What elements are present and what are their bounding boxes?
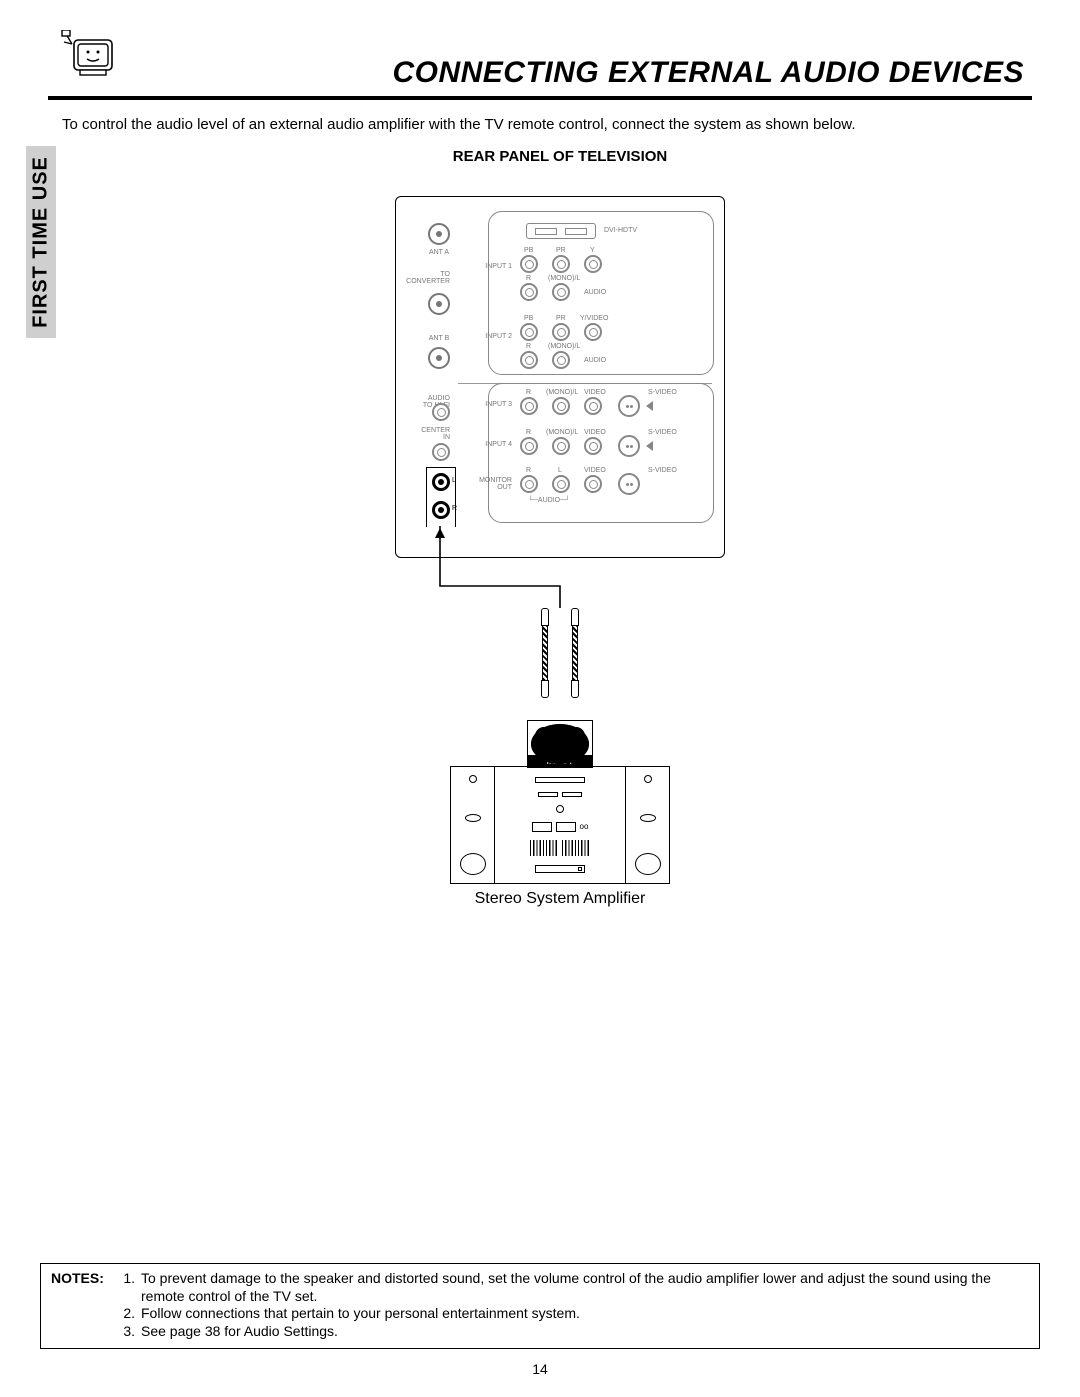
ant-b-label: ANT B xyxy=(424,335,454,342)
hifi-l-jack xyxy=(432,473,450,491)
notes-list: 1.To prevent damage to the speaker and d… xyxy=(119,1270,1029,1340)
in2-y xyxy=(584,323,602,341)
mon-l xyxy=(552,475,570,493)
in1-pb xyxy=(520,255,538,273)
in3-r xyxy=(520,397,538,415)
in4-svideo xyxy=(618,435,640,457)
in2-pr xyxy=(552,323,570,341)
note-item: 3.See page 38 for Audio Settings. xyxy=(119,1323,1029,1341)
lbl-audio2: AUDIO xyxy=(584,357,606,364)
lbl-v3: VIDEO xyxy=(584,389,606,396)
lbl-lm: L xyxy=(558,467,562,474)
lbl-audio1: AUDIO xyxy=(584,289,606,296)
hifi-r-jack xyxy=(432,501,450,519)
rear-panel-label: REAR PANEL OF TELEVISION xyxy=(453,148,667,165)
in2-audio-r xyxy=(520,351,538,369)
note-item: 1.To prevent damage to the speaker and d… xyxy=(119,1270,1029,1305)
lbl-r1: R xyxy=(526,275,531,282)
rca-cable-r xyxy=(568,608,582,698)
notes-label: NOTES: xyxy=(51,1270,119,1340)
lbl-yv2: Y/VIDEO xyxy=(580,315,608,322)
lbl-r3: R xyxy=(526,389,531,396)
lbl-sv3: S-VIDEO xyxy=(648,389,677,396)
tv-rear-panel: ANT A TO CONVERTER ANT B AUDIO TO HI-FI … xyxy=(395,196,725,558)
input3-label: INPUT 3 xyxy=(474,401,512,408)
audio-to-hifi-jack xyxy=(432,403,450,421)
ant-a-jack xyxy=(428,223,450,245)
monitor-out-label: MONITOR OUT xyxy=(470,477,512,491)
in3-l xyxy=(552,397,570,415)
input1-label: INPUT 1 xyxy=(474,263,512,270)
to-converter-label: TO CONVERTER xyxy=(400,271,450,285)
stereo-amplifier: oo Stereo System Amplifier xyxy=(450,766,670,908)
manual-page: CONNECTING EXTERNAL AUDIO DEVICES To con… xyxy=(0,0,1080,1397)
lbl-ml1: (MONO)/L xyxy=(548,275,580,282)
hifi-r-label: R xyxy=(452,505,457,512)
lbl-pr2: PR xyxy=(556,315,566,322)
notes-box: NOTES: 1.To prevent damage to the speake… xyxy=(40,1263,1040,1349)
lbl-y1: Y xyxy=(590,247,595,254)
lbl-svm: S-VIDEO xyxy=(648,467,677,474)
in1-y xyxy=(584,255,602,273)
note-1-text: To prevent damage to the speaker and dis… xyxy=(141,1270,1029,1305)
to-converter-jack xyxy=(428,293,450,315)
lbl-ml2: (MONO)/L xyxy=(548,343,580,350)
lbl-ml4: (MONO)/L xyxy=(546,429,578,436)
page-number: 14 xyxy=(532,1361,548,1377)
ant-a-label: ANT A xyxy=(424,249,454,256)
center-in-jack xyxy=(432,443,450,461)
rca-cable-l xyxy=(538,608,552,698)
side-tab-label: FIRST TIME USE xyxy=(30,156,53,328)
left-speaker xyxy=(451,767,495,883)
in1-audio-r xyxy=(520,283,538,301)
hifi-l-label: L xyxy=(452,477,456,484)
title-rule xyxy=(48,96,1032,100)
in1-pr xyxy=(552,255,570,273)
in1-audio-l xyxy=(552,283,570,301)
mon-svideo xyxy=(618,473,640,495)
lbl-v4: VIDEO xyxy=(584,429,606,436)
note-2-text: Follow connections that pertain to your … xyxy=(141,1305,580,1323)
in4-arrow-icon xyxy=(646,441,653,451)
amp-input-block: LR INPUT xyxy=(527,720,593,768)
lbl-r4: R xyxy=(526,429,531,436)
lbl-vm: VIDEO xyxy=(584,467,606,474)
stereo-caption: Stereo System Amplifier xyxy=(450,890,670,908)
lbl-pr1: PR xyxy=(556,247,566,254)
lbl-ml3: (MONO)/L xyxy=(546,389,578,396)
input4-label: INPUT 4 xyxy=(474,441,512,448)
lbl-sv4: S-VIDEO xyxy=(648,429,677,436)
mon-r xyxy=(520,475,538,493)
in4-video xyxy=(584,437,602,455)
in3-svideo xyxy=(618,395,640,417)
lbl-rm: R xyxy=(526,467,531,474)
lbl-pb2: PB xyxy=(524,315,533,322)
dvi-label: DVI-HDTV xyxy=(604,227,637,234)
mon-audio-bracket: └─AUDIO─┘ xyxy=(528,497,570,504)
right-speaker xyxy=(625,767,669,883)
tv-cartoon-icon xyxy=(60,30,118,85)
page-title: CONNECTING EXTERNAL AUDIO DEVICES xyxy=(392,56,1024,90)
in2-pb xyxy=(520,323,538,341)
in4-r xyxy=(520,437,538,455)
note-3-text: See page 38 for Audio Settings. xyxy=(141,1323,338,1341)
connection-diagram: REAR PANEL OF TELEVISION ANT A TO CONVER… xyxy=(160,148,960,1088)
note-item: 2.Follow connections that pertain to you… xyxy=(119,1305,1029,1323)
lbl-r2: R xyxy=(526,343,531,350)
rca-cable-pair xyxy=(538,608,582,698)
in4-l xyxy=(552,437,570,455)
input2-label: INPUT 2 xyxy=(474,333,512,340)
lbl-pb1: PB xyxy=(524,247,533,254)
in3-video xyxy=(584,397,602,415)
ant-b-jack xyxy=(428,347,450,369)
center-in-label: CENTER IN xyxy=(402,427,450,441)
dvi-port xyxy=(526,223,596,239)
amp-center-panel: oo xyxy=(495,767,625,883)
in2-audio-l xyxy=(552,351,570,369)
mon-video xyxy=(584,475,602,493)
intro-text: To control the audio level of an externa… xyxy=(62,116,1024,133)
amp-in-r-jack xyxy=(567,727,585,745)
side-tab: FIRST TIME USE xyxy=(26,146,56,338)
in3-arrow-icon xyxy=(646,401,653,411)
